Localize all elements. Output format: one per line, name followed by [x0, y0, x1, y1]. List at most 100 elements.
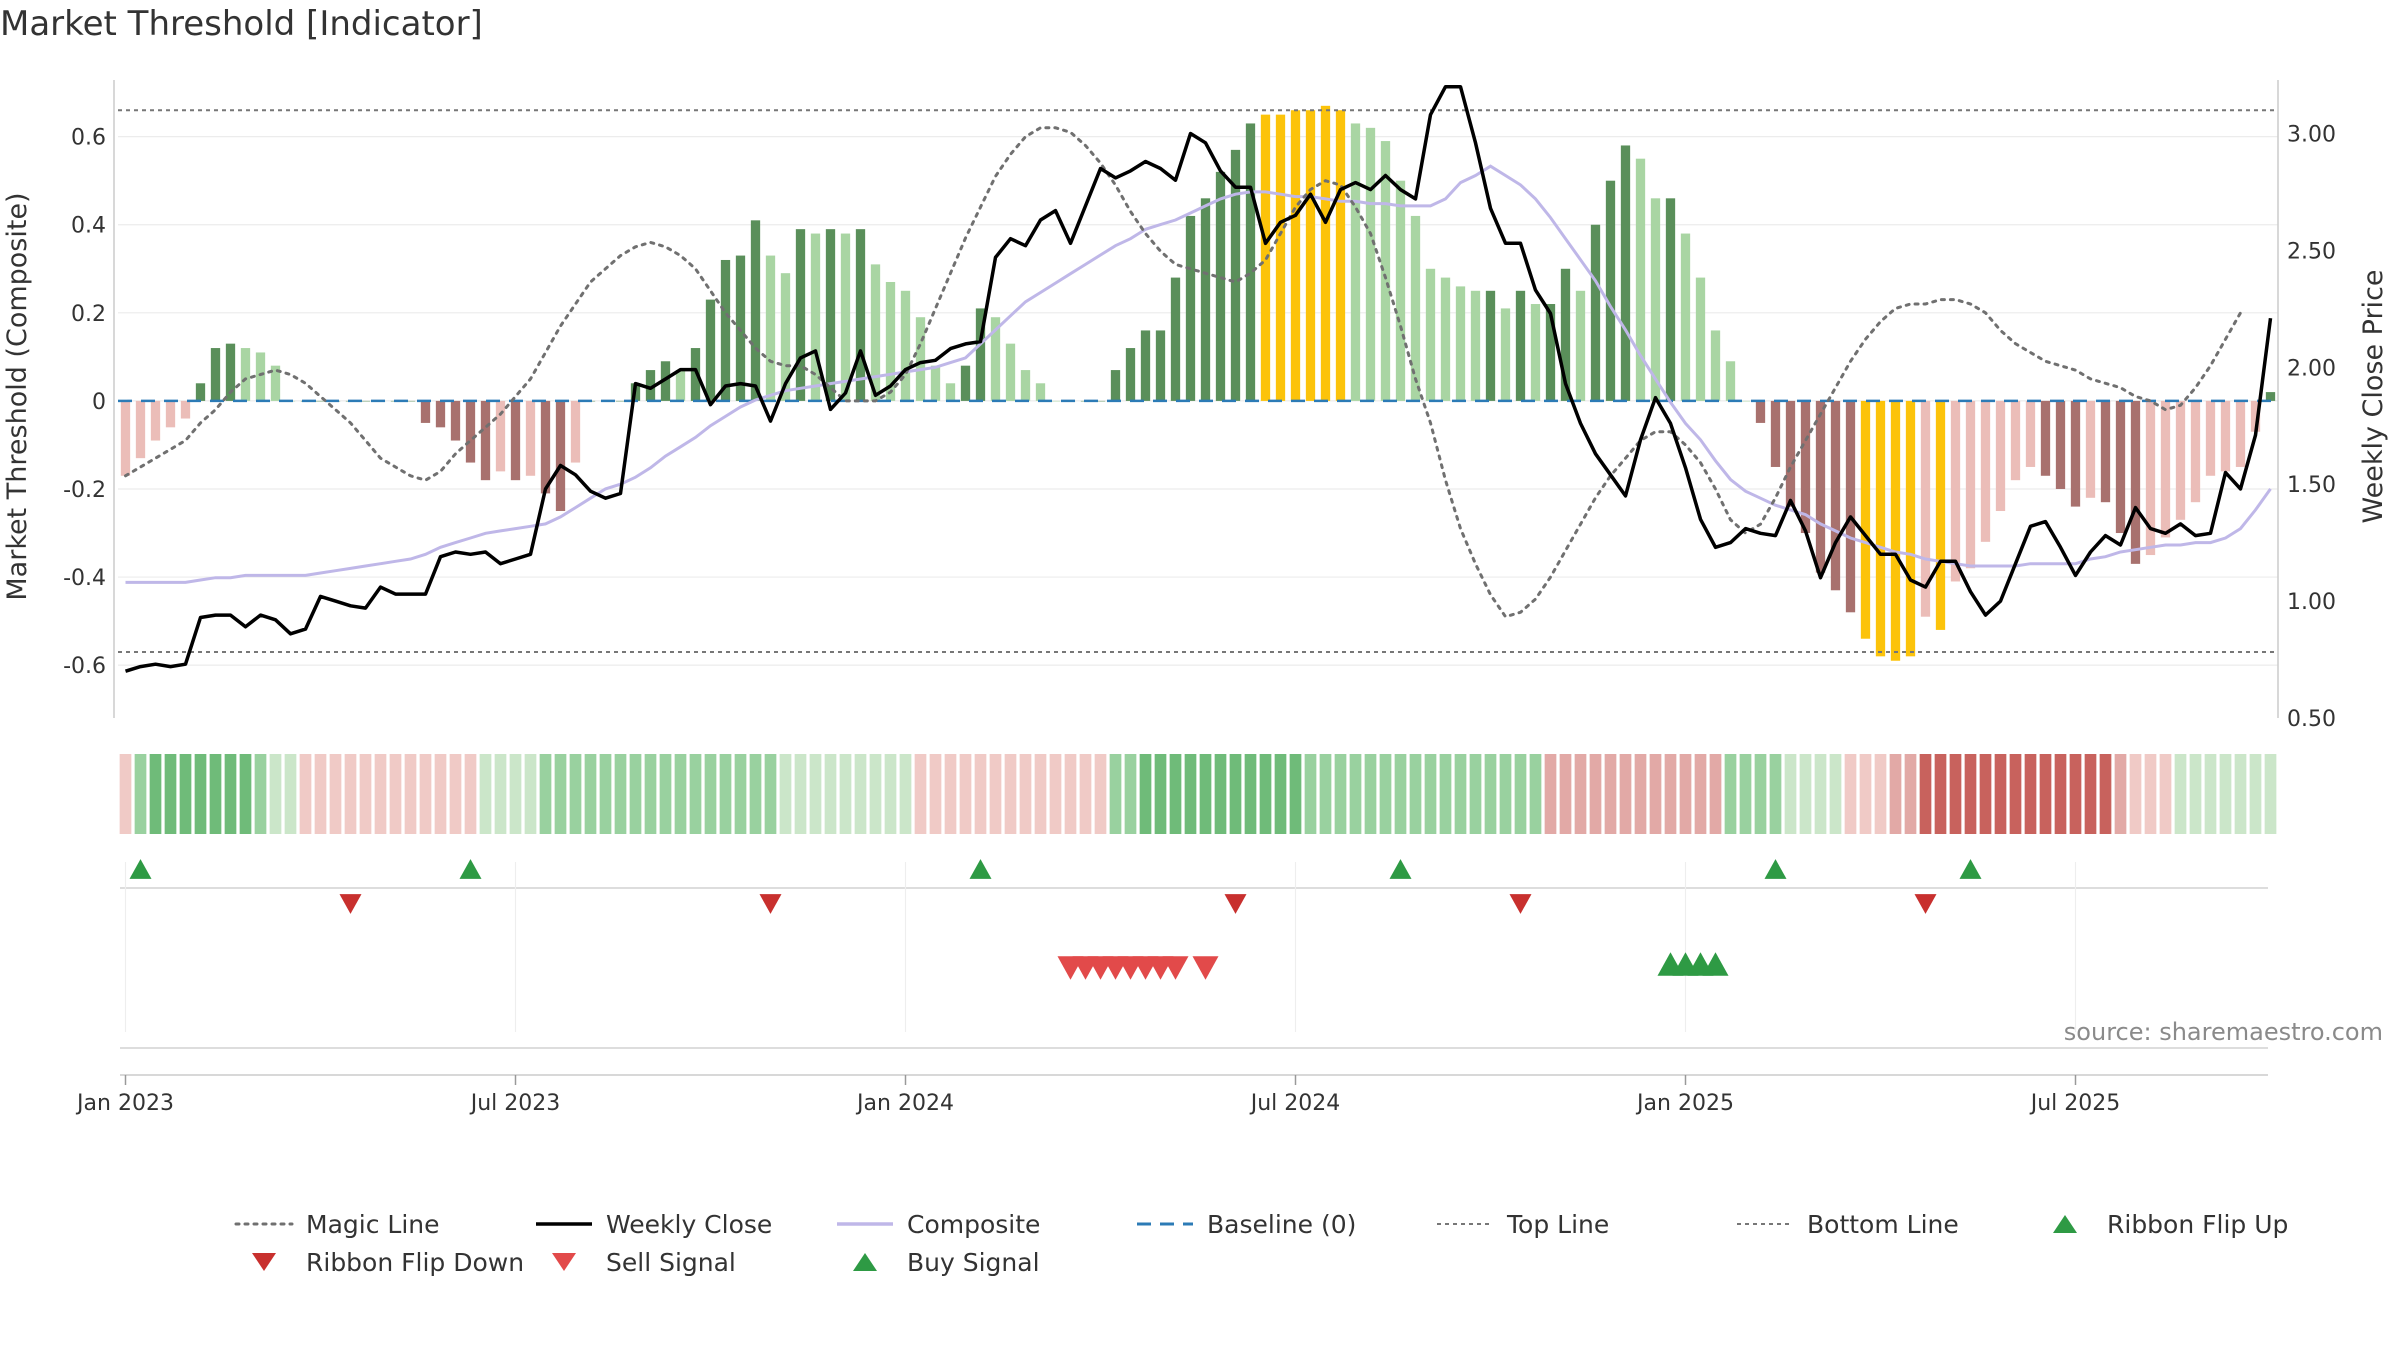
ribbon-cell	[1469, 754, 1482, 834]
ribbon-cell	[1394, 754, 1407, 834]
ribbon-cell	[284, 754, 297, 834]
ribbon-cell	[1169, 754, 1182, 834]
signal-markers	[120, 859, 2268, 1076]
left-tick-label: -0.4	[63, 566, 106, 591]
ribbon-cell	[1919, 754, 1932, 834]
composite-bar	[2100, 400, 2111, 503]
legend: Magic Line Weekly Close Composite Baseline …	[220, 1205, 2340, 1285]
composite-bar	[210, 348, 221, 401]
composite-bar	[2175, 400, 2186, 520]
ribbon-cell	[134, 754, 147, 834]
ribbon-cell	[779, 754, 792, 834]
legend-label: Magic Line	[306, 1209, 440, 1239]
ribbon-cell	[1109, 754, 1122, 834]
ribbon-cell	[1154, 754, 1167, 834]
ribbon-cell	[689, 754, 702, 834]
ribbon-flip-down-marker	[759, 894, 782, 914]
ribbon-cell	[509, 754, 522, 834]
x-tick-label: Jul 2024	[1249, 1091, 1341, 1116]
ribbon-cell	[2069, 754, 2082, 834]
composite-bar	[525, 400, 536, 476]
ribbon-cell	[1454, 754, 1467, 834]
ribbon-flip-down-marker	[1509, 894, 1532, 914]
composite-bar	[990, 317, 1001, 401]
ribbon-cell	[1274, 754, 1287, 834]
ribbon-cell	[389, 754, 402, 834]
ribbon-cell	[1679, 754, 1692, 834]
composite-bar	[1665, 198, 1676, 401]
ribbon-cell	[1604, 754, 1617, 834]
composite-bar	[2085, 400, 2096, 498]
legend-symbol	[1735, 1209, 1795, 1239]
composite-bar	[240, 348, 251, 401]
composite-bar	[2040, 400, 2051, 476]
composite-bar	[450, 400, 461, 441]
ribbon-cell	[404, 754, 417, 834]
composite-bar	[840, 233, 851, 401]
composite-bar	[690, 348, 701, 401]
ribbon-cell	[569, 754, 582, 834]
composite-bar	[1110, 370, 1121, 401]
composite-bar	[1440, 277, 1451, 401]
composite-bar	[420, 400, 431, 423]
ribbon-cell	[1589, 754, 1602, 834]
composite-bar	[255, 352, 266, 401]
composite-bar	[720, 259, 731, 401]
composite-bar	[1950, 400, 1961, 582]
ribbon-cell	[599, 754, 612, 834]
legend-label: Composite	[907, 1209, 1041, 1239]
ribbon-cell	[2189, 754, 2202, 834]
ribbon-cell	[1979, 754, 1992, 834]
composite-bar	[1020, 370, 1031, 401]
ribbon-cell	[1949, 754, 1962, 834]
composite-bar	[2160, 400, 2171, 538]
ribbon-cell	[194, 754, 207, 834]
composite-bar	[1905, 400, 1916, 657]
ribbon-flip-up-marker	[1764, 859, 1787, 879]
composite-bar	[870, 264, 881, 401]
composite-bar	[1245, 123, 1256, 401]
ribbon-cell	[1889, 754, 1902, 834]
composite-bar	[1380, 141, 1391, 401]
ribbon-cell	[2234, 754, 2247, 834]
ribbon-cell	[449, 754, 462, 834]
ribbon-cell	[239, 754, 252, 834]
composite-bar	[1590, 224, 1601, 401]
ribbon-cell	[2249, 754, 2262, 834]
composite-bar	[1005, 343, 1016, 401]
ribbon-cell	[419, 754, 432, 834]
x-tick-label: Jul 2023	[469, 1091, 561, 1116]
composite-bar	[1335, 110, 1346, 401]
ribbon-cell	[434, 754, 447, 834]
composite-bar	[495, 400, 506, 472]
ribbon-cell	[1514, 754, 1527, 834]
composite-bars	[120, 105, 2276, 661]
ribbon-cell	[1094, 754, 1107, 834]
weekly-close-line	[124, 84, 2273, 673]
legend-label: Ribbon Flip Down	[306, 1247, 525, 1277]
ribbon-cell	[944, 754, 957, 834]
ribbon-cell	[2099, 754, 2112, 834]
ribbon-cell	[974, 754, 987, 834]
ribbon-cell	[149, 754, 162, 834]
buy-signal-marker	[1702, 952, 1729, 976]
composite-bar	[1470, 290, 1481, 401]
composite-bar	[2250, 400, 2261, 432]
ribbon-cell	[2084, 754, 2097, 834]
ribbon-cell	[179, 754, 192, 834]
ribbon-strip	[119, 754, 2277, 834]
composite-bar	[1515, 290, 1526, 401]
ribbon-cell	[1304, 754, 1317, 834]
ribbon-cell	[1049, 754, 1062, 834]
ribbon-cell	[1244, 754, 1257, 834]
composite-bar	[1530, 304, 1541, 401]
ribbon-cell	[254, 754, 267, 834]
ribbon-cell	[1859, 754, 1872, 834]
composite-bar	[765, 255, 776, 401]
ribbon-cell	[809, 754, 822, 834]
ribbon-cell	[2159, 754, 2172, 834]
composite-bar	[975, 308, 986, 401]
legend-symbol	[534, 1247, 594, 1277]
ribbon-cell	[1649, 754, 1662, 834]
ribbon-cell	[959, 754, 972, 834]
